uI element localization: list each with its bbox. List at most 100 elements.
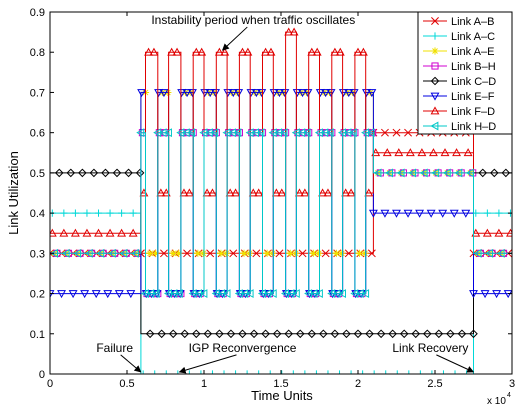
- data-point: [419, 168, 428, 178]
- data-point: [403, 209, 413, 218]
- data-point: [137, 89, 147, 98]
- data-point: [309, 249, 317, 257]
- data-point: [298, 249, 307, 258]
- data-point: [136, 128, 145, 138]
- data-point: [146, 289, 155, 299]
- x-tick-label: 2.5: [427, 378, 442, 390]
- data-point: [163, 128, 172, 138]
- data-point: [139, 370, 147, 374]
- data-point: [80, 290, 90, 299]
- data-point: [158, 128, 167, 138]
- data-point: [184, 188, 194, 197]
- data-point: [303, 89, 313, 98]
- y-tick-label: 0.7: [30, 87, 45, 99]
- legend-marker: [430, 92, 440, 101]
- data-point: [342, 329, 351, 339]
- data-point: [217, 289, 226, 299]
- y-tick-label: 0.9: [30, 7, 45, 19]
- data-point: [332, 249, 341, 257]
- data-point: [70, 228, 80, 237]
- data-point: [315, 249, 323, 257]
- data-point: [289, 370, 297, 374]
- data-point: [350, 289, 359, 299]
- data-point: [149, 47, 159, 56]
- data-point: [105, 228, 115, 237]
- data-point: [208, 188, 217, 197]
- legend-label: Link C–D: [451, 76, 496, 88]
- data-point: [295, 188, 304, 197]
- data-point: [361, 289, 370, 299]
- data-point: [337, 289, 346, 299]
- data-point: [312, 370, 321, 374]
- data-point: [438, 209, 448, 218]
- data-point: [181, 128, 190, 138]
- data-point: [361, 249, 369, 257]
- data-point: [188, 89, 197, 98]
- data-point: [315, 89, 325, 98]
- data-point: [330, 47, 340, 56]
- data-point: [321, 249, 330, 258]
- data-point: [361, 128, 370, 138]
- y-tick-label: 0: [39, 369, 45, 381]
- data-point: [174, 289, 183, 299]
- data-point: [263, 249, 271, 257]
- y-tick-label: 0.3: [30, 248, 45, 260]
- x-tick-label: 0.5: [119, 378, 134, 390]
- annotation-label: IGP Reconvergence: [189, 341, 297, 355]
- data-point: [183, 249, 192, 258]
- data-point: [84, 248, 93, 258]
- data-point: [431, 168, 440, 178]
- data-point: [278, 370, 286, 374]
- x-tick-label: 1: [201, 378, 207, 390]
- data-point: [261, 329, 270, 339]
- legend-marker: [431, 62, 439, 70]
- data-point: [323, 188, 333, 197]
- data-point: [304, 289, 313, 299]
- data-point: [496, 248, 505, 258]
- legend-label: Link E–F: [451, 91, 495, 103]
- axis-ticks: 0 0.5 1 1.5 2 2.5 3 0 0.1 0.2 0.3 0.4 0.5 0.6 0.7 0.8 0.…: [30, 7, 515, 390]
- legend-marker: [431, 47, 439, 55]
- data-point: [206, 249, 215, 258]
- data-point: [286, 289, 295, 299]
- data-point: [405, 370, 413, 374]
- data-point: [73, 248, 82, 258]
- series-line: [50, 132, 512, 295]
- data-point: [254, 188, 264, 197]
- data-point: [454, 168, 463, 178]
- annotation-label: Failure: [96, 341, 133, 355]
- legend-marker: [431, 17, 439, 25]
- data-point: [302, 128, 311, 138]
- annotation-arrow: [178, 354, 237, 374]
- data-point: [338, 89, 348, 98]
- data-point: [291, 128, 300, 138]
- data-point: [353, 329, 363, 339]
- data-point: [208, 370, 217, 374]
- annotation-label: Link Recovery: [392, 341, 468, 355]
- data-point: [364, 188, 374, 197]
- data-point: [380, 128, 389, 137]
- data-point: [146, 249, 154, 257]
- data-point: [274, 128, 283, 138]
- data-point: [245, 128, 254, 138]
- data-point: [452, 148, 462, 157]
- data-point: [159, 89, 169, 98]
- x-multiplier-label: x 10: [487, 396, 506, 407]
- series-layer: [50, 27, 512, 374]
- series-linkac: [50, 209, 512, 374]
- data-point: [119, 248, 128, 258]
- data-point: [269, 89, 279, 98]
- y-tick-label: 0.2: [30, 289, 45, 301]
- data-point: [168, 329, 178, 339]
- legend-label: Link F–D: [451, 106, 495, 118]
- data-point: [59, 228, 69, 237]
- data-point: [307, 329, 317, 339]
- legend-label: Link H–D: [451, 121, 496, 133]
- data-point: [188, 289, 197, 299]
- data-point: [469, 290, 478, 299]
- data-point: [349, 89, 359, 98]
- data-point: [245, 249, 254, 257]
- data-point: [449, 209, 459, 218]
- legend-item: Link E–F: [423, 91, 495, 103]
- data-point: [238, 329, 247, 339]
